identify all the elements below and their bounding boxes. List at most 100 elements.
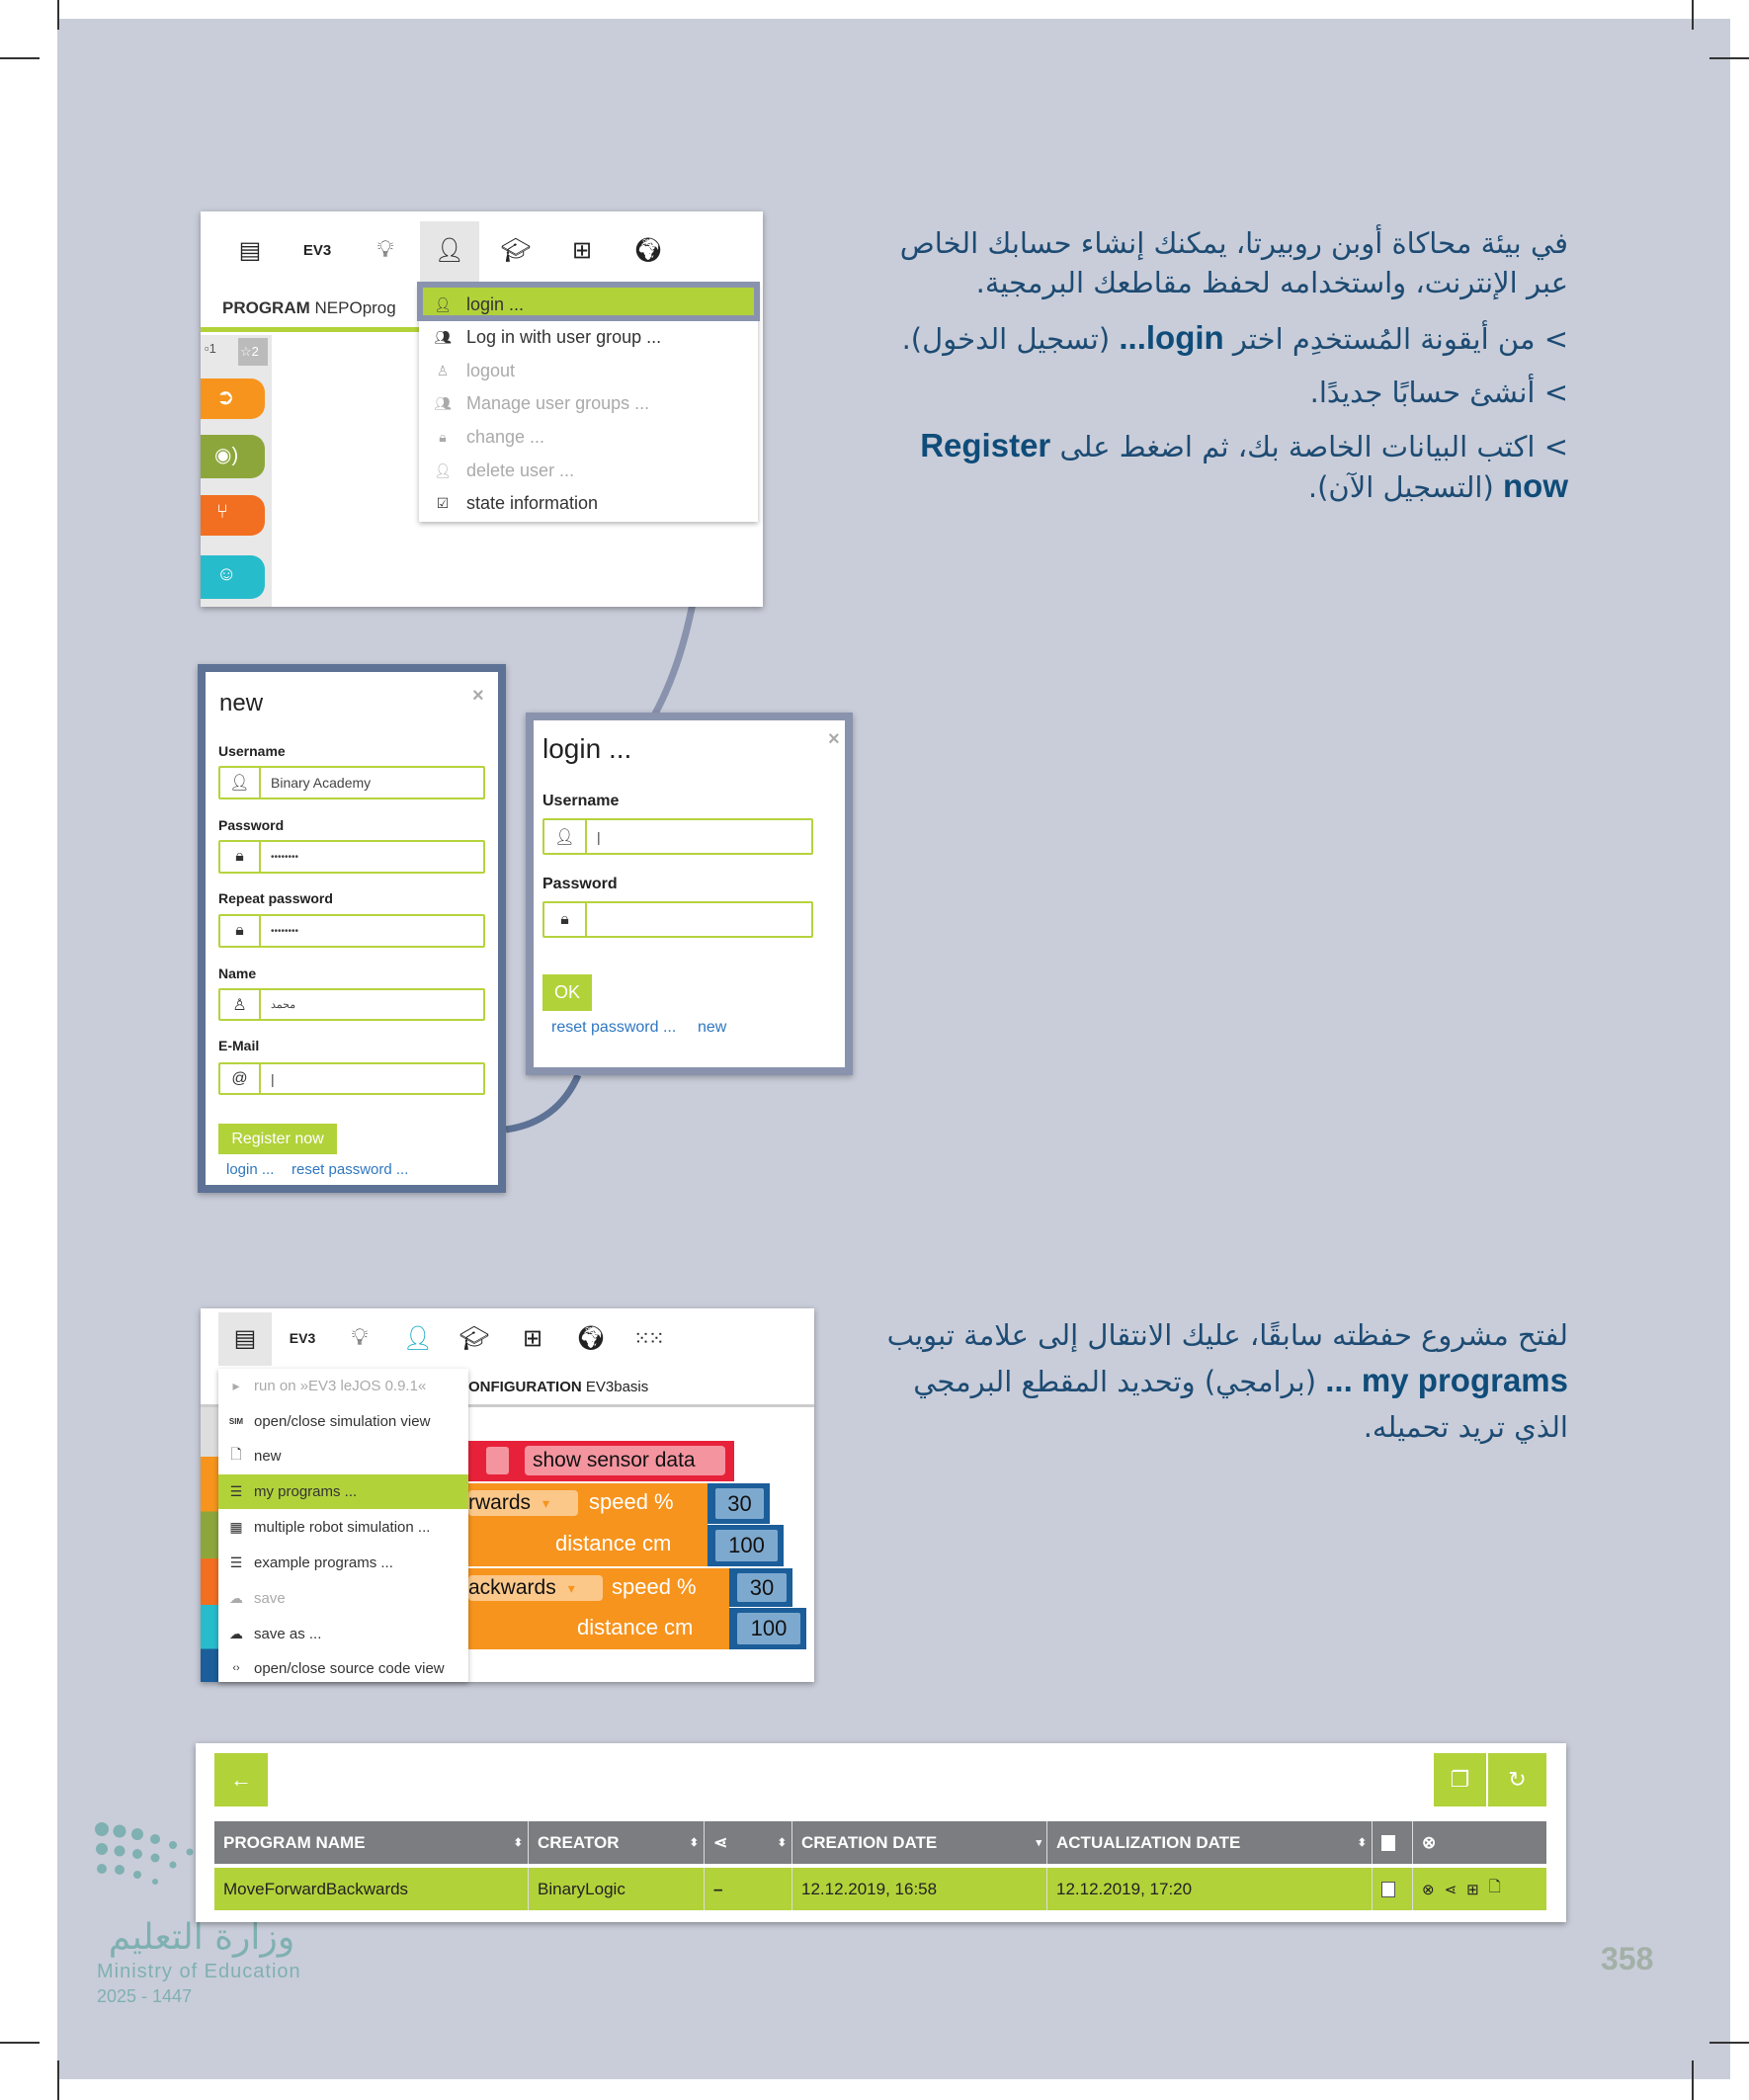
ev3-button[interactable]: EV3	[289, 1330, 316, 1346]
lock-icon: 🔒︎	[220, 842, 261, 872]
row-checkbox[interactable]	[1373, 1868, 1413, 1910]
refresh-button[interactable]: ↻	[1488, 1753, 1546, 1806]
file-icon[interactable]: 🗋︎	[1488, 1879, 1501, 1895]
username-field[interactable]: 👤︎ Binary Academy	[218, 766, 485, 799]
email-field[interactable]: @ |	[218, 1062, 485, 1095]
column-header-creation-date[interactable]: CREATION DATE ▾	[792, 1821, 1047, 1864]
menu-item-change[interactable]: 🔒︎ change ...	[419, 421, 758, 453]
direction-dropdown[interactable]: ackwards ▾	[468, 1575, 603, 1601]
cell-actualization-date: 12.12.2019, 17:20	[1047, 1868, 1373, 1910]
distance-label: distance cm	[577, 1615, 694, 1639]
gallery-icon[interactable]: ⊞	[522, 1324, 543, 1352]
speed-value-block[interactable]: 30	[729, 1568, 792, 1607]
user-icon[interactable]: 👤︎	[402, 1324, 434, 1352]
user-icon: 👤︎	[220, 768, 261, 798]
register-now-button[interactable]: Register now	[218, 1124, 337, 1154]
crop-mark	[0, 57, 40, 59]
menu-item-save[interactable]: ☁ save	[218, 1582, 468, 1614]
direction-dropdown[interactable]: rwards ▾	[468, 1490, 578, 1516]
logo-english-text: Ministry of Education	[97, 1961, 301, 1982]
logic-category-icon[interactable]: ☺	[201, 555, 265, 599]
menu-item-login[interactable]: 👤︎ login ...	[419, 289, 758, 320]
menu-item-multiple-robot-simulation[interactable]: ▦ multiple robot simulation ...	[218, 1511, 468, 1543]
lightbulb-icon[interactable]: 💡︎	[351, 1324, 369, 1351]
column-header-actualization-date[interactable]: ACTUALIZATION DATE ⬍	[1047, 1821, 1373, 1864]
menu-item-logout[interactable]: ♙ logout	[419, 355, 758, 386]
checkbox-icon	[1381, 1881, 1395, 1897]
graduation-cap-icon[interactable]: 🎓︎	[458, 1324, 490, 1352]
users-icon: 👥︎	[434, 394, 452, 411]
menu-item-my-programs[interactable]: ☰ my programs ...	[218, 1474, 468, 1509]
checkbox-icon: ☑	[436, 494, 450, 511]
name-field[interactable]: ♙ محمد	[218, 988, 485, 1021]
sensor-checkbox[interactable]	[486, 1447, 509, 1474]
list-icon: ☰	[229, 1554, 243, 1570]
login-password-field[interactable]: 🔒︎	[542, 901, 813, 938]
speed-value-block[interactable]: 30	[708, 1483, 770, 1524]
page-number: 358	[1601, 1941, 1654, 1976]
menu-item-save-as[interactable]: ☁ save as ...	[218, 1618, 468, 1649]
menu-item-delete-user[interactable]: 👤︎ delete user ...	[419, 455, 758, 486]
close-icon[interactable]: ×	[828, 728, 840, 750]
lightbulb-icon[interactable]: 💡︎	[376, 236, 394, 263]
program-icon[interactable]: ▤	[238, 236, 262, 264]
at-icon: @	[220, 1064, 261, 1093]
reset-password-link[interactable]: reset password ...	[551, 1019, 677, 1036]
menu-item-example-programs[interactable]: ☰ example programs ...	[218, 1547, 468, 1578]
user-outline-icon: ♙	[220, 990, 261, 1019]
username-label: Username	[218, 743, 286, 759]
column-header-shared[interactable]: ⋖ ⬍	[705, 1821, 792, 1864]
ev3-button[interactable]: EV3	[302, 241, 332, 259]
sensor-label: show sensor data	[525, 1446, 725, 1475]
menu-item-source-code-view[interactable]: ‹› open/close source code view	[218, 1652, 468, 1684]
delete-icon[interactable]: ⊗	[1422, 1881, 1435, 1898]
column-header-creator[interactable]: CREATOR ⬍	[529, 1821, 705, 1864]
copy-button[interactable]: ❐	[1434, 1753, 1486, 1806]
menu-item-manage-groups[interactable]: 👥︎ Manage user groups ...	[419, 387, 758, 419]
email-label: E-Mail	[218, 1038, 260, 1053]
tab-1[interactable]: ▫1	[205, 341, 216, 356]
refresh-icon: ↻	[1508, 1767, 1527, 1792]
menu-item-state-information[interactable]: ☑ state information	[419, 487, 758, 519]
cloud-upload-icon: ☁	[229, 1589, 243, 1606]
globe-icon[interactable]: 🌍︎	[632, 236, 664, 264]
gallery-icon[interactable]: ⊞	[1466, 1881, 1479, 1898]
gallery-icon[interactable]: ⊞	[571, 236, 593, 264]
reset-password-link[interactable]: reset password ...	[292, 1161, 409, 1178]
select-all-checkbox[interactable]	[1373, 1821, 1413, 1864]
sensor-category-icon[interactable]: ◉)	[201, 435, 265, 478]
crop-mark	[0, 2042, 40, 2044]
my-programs-text: لفتح مشروع حفظته سابقًا، عليك الانتقال إ…	[870, 1312, 1568, 1450]
repeat-password-field[interactable]: 🔒︎ ••••••••	[218, 914, 485, 948]
cell-program-name[interactable]: MoveForwardBackwards	[214, 1868, 529, 1910]
delete-all-icon[interactable]: ⊗	[1422, 1832, 1437, 1852]
program-icon[interactable]: ▤	[233, 1324, 257, 1352]
action-category-icon[interactable]: ➲	[201, 378, 265, 419]
menu-item-login-group[interactable]: 👥︎ Log in with user group ...	[419, 321, 758, 353]
column-header-actions: ⊗	[1413, 1821, 1546, 1864]
new-account-link[interactable]: new	[698, 1019, 727, 1036]
tab-2[interactable]: ☆2	[238, 338, 268, 366]
globe-icon[interactable]: 🌍︎	[575, 1324, 607, 1352]
close-icon[interactable]: ×	[472, 685, 484, 707]
menu-item-run-on[interactable]: ▸ run on »EV3 leJOS 0.9.1«	[218, 1370, 468, 1401]
column-header-program-name[interactable]: PROGRAM NAME ⬍	[214, 1821, 529, 1864]
login-username-field[interactable]: 👤︎ |	[542, 818, 813, 855]
control-category-icon[interactable]: ⑂	[201, 495, 265, 536]
menu-item-simulation-view[interactable]: SIM open/close simulation view	[218, 1405, 468, 1437]
password-field[interactable]: 🔒︎ ••••••••	[218, 840, 485, 874]
graduation-cap-icon[interactable]: 🎓︎	[500, 236, 532, 264]
back-button[interactable]: ←	[214, 1753, 268, 1806]
distance-value-block[interactable]: 100	[708, 1525, 784, 1566]
menu-item-new[interactable]: 🗋︎ new	[218, 1440, 468, 1471]
ministry-logo-dots	[95, 1822, 194, 1885]
speed-label: speed %	[589, 1489, 674, 1514]
step-register: > اكتب البيانات الخاصة بك، ثم اضغط على R…	[920, 427, 1568, 504]
ok-button[interactable]: OK	[542, 974, 592, 1011]
login-link[interactable]: login ...	[226, 1161, 275, 1178]
user-icon[interactable]: 👤︎	[434, 236, 465, 264]
apps-grid-icon[interactable]: ⁙⁙	[633, 1327, 665, 1350]
share-icon[interactable]: ⋖	[1444, 1881, 1458, 1898]
crop-mark	[1709, 2042, 1749, 2044]
distance-value-block[interactable]: 100	[729, 1608, 806, 1649]
